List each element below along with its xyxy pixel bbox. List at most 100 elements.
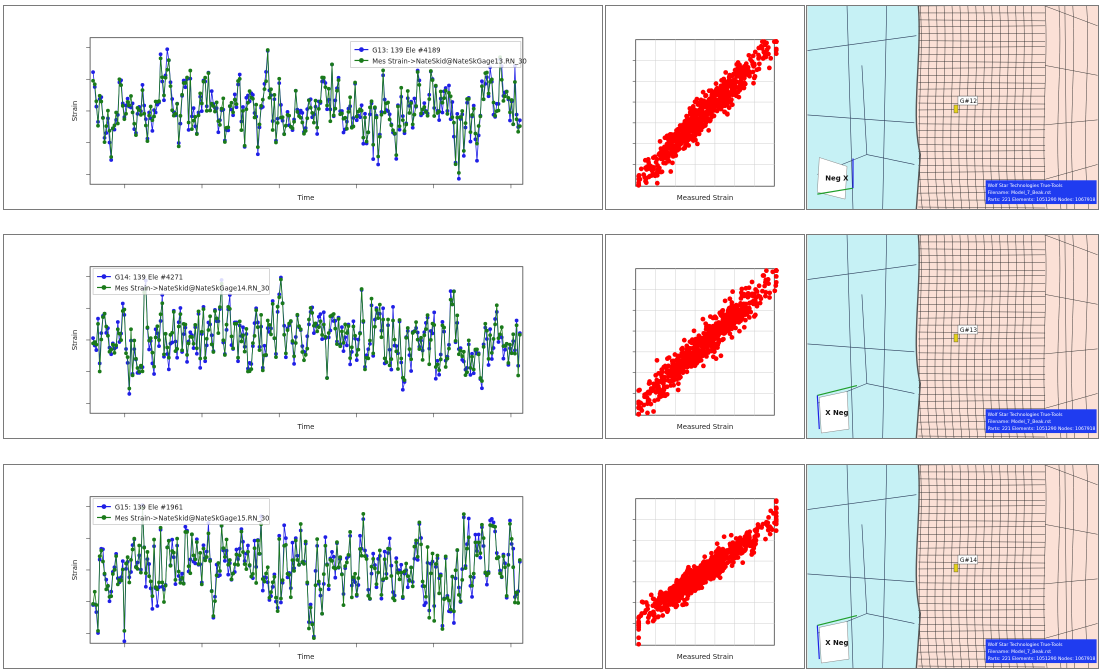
gage-marker[interactable] (953, 563, 959, 573)
scatter-point (674, 577, 680, 583)
measured-strain-point (399, 356, 404, 361)
scatter-point (709, 550, 714, 556)
measured-strain-point (106, 583, 110, 588)
gage-strain-point (503, 347, 507, 352)
measured-strain-point (218, 305, 222, 309)
gage-strain-point (300, 110, 305, 115)
measured-strain-point (415, 554, 420, 559)
scatter-point (721, 534, 727, 540)
scatter-point (664, 384, 670, 390)
gage-strain-point (120, 559, 125, 564)
model-info-line-2: Filename: Model_7_Beak.rst (988, 649, 1052, 655)
gage-strain-point (176, 574, 181, 578)
measured-strain-point (298, 115, 303, 120)
scatter-panel-1: Measured Strain (605, 5, 805, 210)
measured-strain-point (427, 97, 432, 101)
scatter-point (764, 47, 770, 53)
measured-strain-point (262, 579, 267, 584)
gage-label-box (957, 324, 978, 335)
measured-strain-point (471, 571, 476, 576)
measured-strain-point (508, 110, 512, 115)
mesh-view-panel-1[interactable]: G#12 Neg X Wolf Star Technologies True-T… (806, 5, 1099, 210)
scatter-point (645, 615, 651, 621)
measured-strain-point (239, 339, 244, 344)
scatter-point (738, 551, 744, 556)
gage-strain-point (480, 386, 484, 391)
gage-strain-point (201, 543, 206, 548)
scatter-point (762, 42, 768, 48)
scatter-point (706, 127, 712, 133)
fe-mesh-view-2[interactable]: G#13 X Neg Wolf Star Technologies True-T… (807, 235, 1098, 438)
measured-strain-point (402, 378, 407, 382)
measured-strain-point (166, 538, 171, 543)
scatter-point (710, 575, 716, 581)
scatter-point (727, 543, 733, 548)
scatter-point (684, 343, 690, 349)
scatter-point (670, 363, 676, 369)
measured-strain-point (414, 104, 418, 108)
measured-strain-point (400, 594, 405, 599)
mesh-line (1006, 465, 1010, 668)
measured-strain-point (496, 555, 501, 559)
scatter-points (636, 39, 779, 188)
fe-mesh-view-1[interactable]: G#12 Neg X Wolf Star Technologies True-T… (807, 6, 1098, 209)
mesh-line (934, 6, 939, 209)
legend-label-gage: G14: 139 Ele #4271 (115, 274, 183, 282)
mesh-line (1045, 465, 1098, 668)
gage-strain-point (437, 118, 442, 122)
measured-strain-point (143, 123, 148, 128)
scatter-point (659, 598, 665, 604)
gage-strain-point (162, 98, 166, 103)
scatter-point (752, 73, 758, 79)
measured-strain-point (152, 364, 156, 369)
scatter-point (674, 603, 680, 608)
gage-strain-point (226, 128, 231, 133)
gage-marker[interactable] (953, 104, 959, 114)
scatter-point (663, 601, 668, 607)
view-triad[interactable]: X Neg (816, 384, 858, 434)
measured-strain-point (310, 110, 315, 115)
fe-mesh-view-3[interactable]: G#14 X Neg Wolf Star Technologies True-T… (807, 465, 1098, 668)
measured-strain-point (185, 353, 189, 357)
measured-strain-point (486, 91, 491, 96)
gage-marker[interactable] (953, 333, 959, 343)
measured-strain-point (168, 563, 173, 568)
measured-strain-point (175, 536, 180, 541)
gage-strain-point (486, 94, 491, 99)
scatter-point (746, 52, 752, 58)
measured-strain-point (338, 555, 343, 559)
mesh-view-panel-2[interactable]: G#13 X Neg Wolf Star Technologies True-T… (806, 234, 1099, 439)
measured-strain-point (321, 572, 326, 577)
measured-strain-point (152, 537, 156, 542)
scatter-point (651, 409, 656, 414)
measured-strain-point (475, 141, 479, 146)
gage-strain-point (246, 543, 250, 548)
measured-strain-point (485, 328, 489, 333)
scatter-point (647, 173, 653, 179)
measured-strain-point (315, 125, 320, 130)
view-triad[interactable]: X Neg (816, 614, 858, 664)
view-triad[interactable]: Neg X (817, 157, 854, 200)
measured-strain-point (214, 100, 219, 105)
measured-strain-point (221, 96, 226, 101)
gage-strain-point (175, 355, 180, 360)
gage-strain-point (150, 128, 155, 133)
mesh-view-panel-3[interactable]: G#14 X Neg Wolf Star Technologies True-T… (806, 464, 1099, 669)
measured-strain-point (437, 591, 442, 596)
measured-strain-point (297, 562, 301, 567)
gage-strain-point (333, 575, 338, 580)
measured-strain-point (102, 571, 107, 576)
scatter-point (700, 574, 705, 580)
gage-strain-point (264, 69, 268, 74)
scatter-point (746, 534, 752, 540)
scatter-point (731, 559, 736, 565)
scatter-point (671, 591, 677, 597)
mesh-line (966, 6, 971, 209)
measured-strain-point (349, 595, 354, 600)
gage-strain-point (188, 330, 193, 335)
gage-strain-point (203, 359, 208, 364)
measured-strain-point (218, 569, 222, 573)
gage-strain-point (321, 582, 326, 586)
measured-strain-point (491, 336, 496, 341)
mesh-line (1021, 465, 1026, 668)
